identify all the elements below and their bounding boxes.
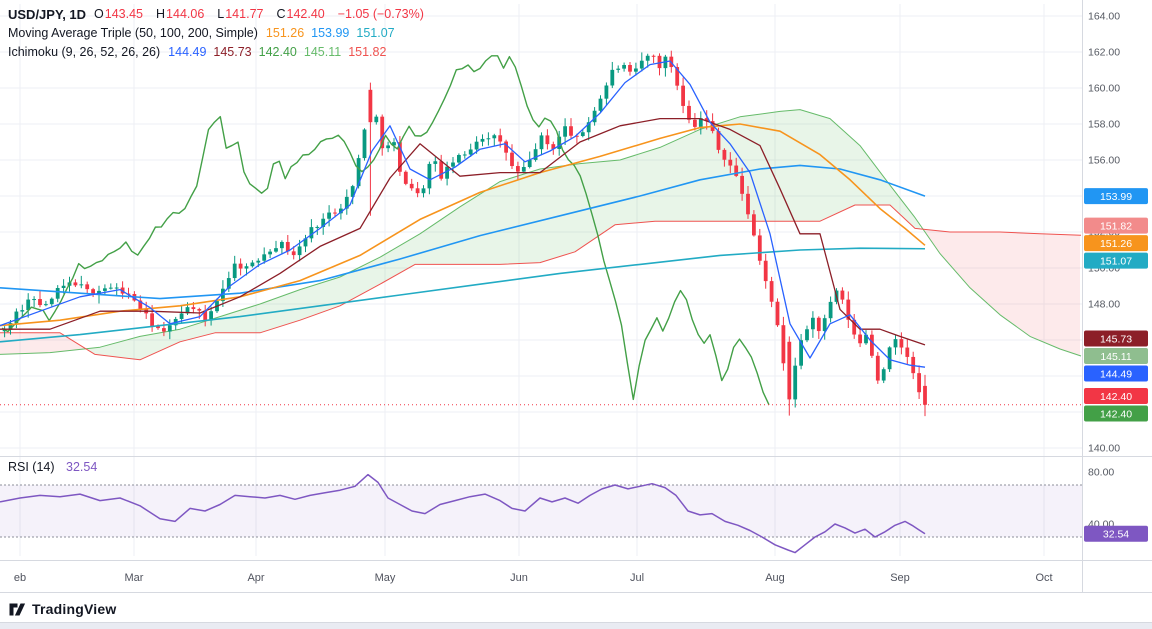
svg-text:156.00: 156.00 (1088, 155, 1120, 167)
price-axis-badge (1084, 348, 1148, 365)
svg-text:151.82: 151.82 (1100, 220, 1132, 232)
ma-indicator-title[interactable]: Moving Average Triple (50, 100, 200, Sim… (8, 26, 258, 40)
rsi-band (0, 485, 1082, 537)
price-axis-badge (1084, 252, 1148, 269)
price-axis-badge (1084, 330, 1148, 347)
span-b-value: 151.82 (348, 45, 387, 59)
price-pane[interactable] (0, 50, 1082, 417)
svg-text:140.00: 140.00 (1088, 443, 1120, 455)
tradingview-logo-label: TradingView (32, 600, 117, 617)
ma100-value: 153.99 (311, 26, 350, 40)
svg-text:151.26: 151.26 (1100, 238, 1132, 250)
svg-text:160.00: 160.00 (1088, 83, 1120, 95)
ichimoku-cloud (0, 332, 84, 355)
svg-text:Sep: Sep (890, 572, 910, 584)
price-axis-badge (1084, 525, 1148, 542)
svg-text:Jul: Jul (630, 572, 644, 584)
ichimoku-cloud (88, 109, 920, 360)
rsi-pane[interactable] (0, 473, 1082, 554)
ichimoku-cloud (924, 229, 1080, 356)
svg-text:80.00: 80.00 (1088, 467, 1114, 479)
time-scale[interactable]: eb Mar Apr May Jun Jul Aug Sep Oct (14, 572, 1053, 584)
ohlc-low: L141.77 (217, 7, 264, 21)
svg-text:151.07: 151.07 (1100, 255, 1132, 267)
svg-text:32.54: 32.54 (1103, 528, 1129, 540)
tradingview-logo-icon (9, 603, 26, 616)
svg-text:142.40: 142.40 (1100, 391, 1132, 403)
svg-text:145.11: 145.11 (1100, 351, 1131, 363)
price-scale[interactable]: 164.00162.00160.00158.00156.00154.00152.… (1088, 11, 1120, 531)
tradingview-logo[interactable]: TradingView (8, 599, 116, 618)
price-axis-badge (1084, 388, 1148, 405)
price-axis-badge (1084, 405, 1148, 422)
svg-text:142.40: 142.40 (1100, 408, 1132, 420)
chikou-value: 142.40 (258, 45, 297, 59)
svg-text:162.00: 162.00 (1088, 47, 1120, 59)
svg-text:148.00: 148.00 (1088, 299, 1120, 311)
svg-text:Jun: Jun (510, 572, 528, 584)
symbol-title[interactable]: USD/JPY, 1D (8, 7, 87, 22)
svg-text:Apr: Apr (247, 572, 264, 584)
svg-text:153.99: 153.99 (1100, 191, 1132, 203)
rsi-indicator-title[interactable]: RSI (14) (8, 460, 55, 474)
ohlc-high: H144.06 (156, 7, 205, 21)
ohlc-close: C142.40 (276, 7, 325, 21)
svg-text:May: May (375, 572, 396, 584)
price-axis-badge (1084, 365, 1148, 382)
symbol-row: USD/JPY, 1D O143.45 H144.06 L141.77 C142… (8, 5, 431, 24)
candlestick-series (2, 50, 927, 417)
chart-legend: USD/JPY, 1D O143.45 H144.06 L141.77 C142… (8, 5, 431, 62)
chart-canvas[interactable]: 164.00162.00160.00158.00156.00154.00152.… (0, 0, 1152, 594)
svg-text:164.00: 164.00 (1088, 11, 1120, 23)
ichimoku-indicator-row: Ichimoku (9, 26, 52, 26, 26) 144.49 145.… (8, 43, 431, 62)
svg-text:144.49: 144.49 (1100, 368, 1132, 380)
ohlc-open: O143.45 (94, 7, 144, 21)
change-value: −1.05 (−0.73%) (337, 7, 424, 21)
svg-text:Mar: Mar (125, 572, 144, 584)
tenkan-value: 144.49 (168, 45, 207, 59)
rsi-indicator-row: RSI (14) 32.54 (8, 460, 97, 474)
svg-text:Aug: Aug (765, 572, 785, 584)
svg-text:145.73: 145.73 (1100, 333, 1132, 345)
kijun-value: 145.73 (213, 45, 252, 59)
bottom-strip (0, 622, 1152, 629)
price-axis-badges: 153.99 151.82 151.26 151.07 145.73 145.11 144.… (1084, 188, 1148, 542)
ma-indicator-row: Moving Average Triple (50, 100, 200, Sim… (8, 24, 431, 43)
svg-text:158.00: 158.00 (1088, 119, 1120, 131)
ma200-value: 151.07 (356, 26, 395, 40)
grid-lines (0, 4, 1082, 556)
svg-text:Oct: Oct (1035, 572, 1052, 584)
svg-text:eb: eb (14, 572, 26, 584)
rsi-value: 32.54 (66, 460, 98, 474)
price-axis-badge (1084, 217, 1148, 234)
span-a-value: 145.11 (303, 45, 342, 59)
ma50-value: 151.26 (265, 26, 305, 40)
price-axis-badge (1084, 235, 1148, 252)
ichimoku-indicator-title[interactable]: Ichimoku (9, 26, 52, 26, 26) (8, 45, 161, 59)
price-axis-badge (1084, 188, 1148, 205)
